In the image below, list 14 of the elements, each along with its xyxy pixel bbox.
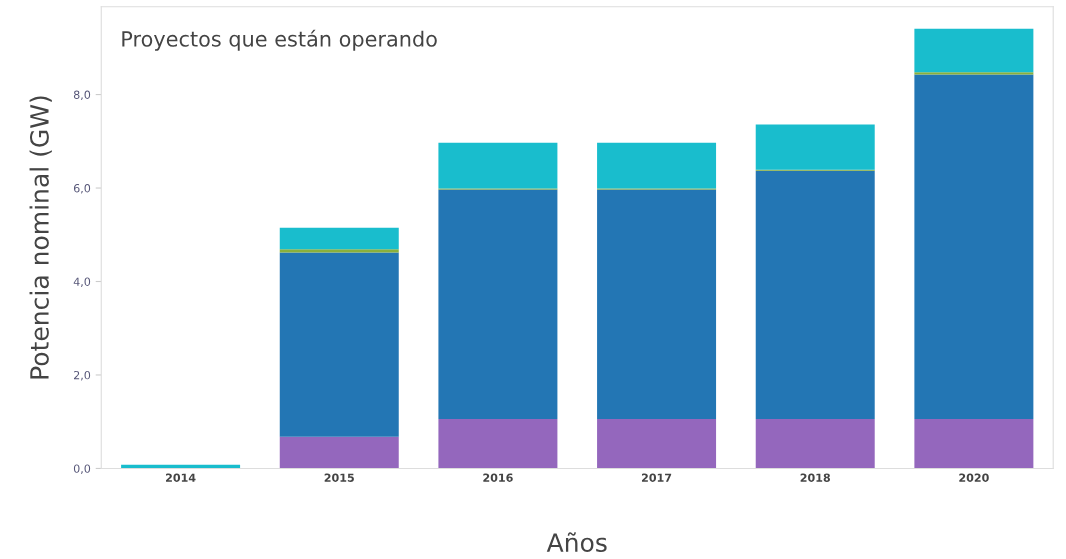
- x-tick-label: 2020: [959, 473, 989, 482]
- y-tick-label: 2,0: [74, 370, 91, 381]
- x-tick-label: 2018: [800, 473, 830, 482]
- y-tick-label: 0,0: [73, 464, 91, 474]
- y-axis-title: Potencia nominal (GW): [29, 96, 52, 379]
- x-tick-label: 2014: [166, 473, 196, 482]
- y-tick-label: 6,0: [73, 184, 91, 194]
- y-tick-label: 4,0: [73, 277, 91, 288]
- x-axis-title: Años: [546, 532, 607, 553]
- x-tick-label: 2015: [324, 473, 354, 482]
- x-tick-label: 2017: [641, 473, 672, 482]
- x-tick-label: 2016: [483, 473, 513, 482]
- y-tick-label: 8,0: [73, 90, 91, 101]
- text: Proyectos que están operando: [122, 29, 437, 51]
